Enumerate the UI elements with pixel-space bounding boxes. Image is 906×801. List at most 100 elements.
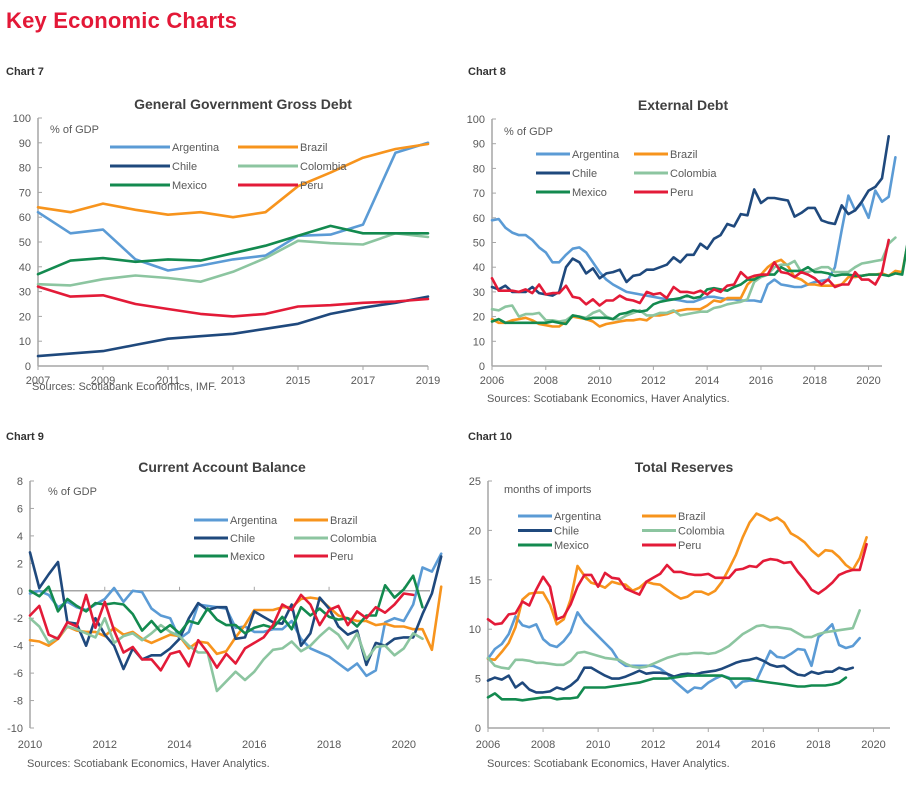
series-line-peru — [36, 285, 430, 318]
series-line-chile — [36, 295, 430, 358]
y-tick-label: 15 — [469, 575, 481, 587]
chart-title: General Government Gross Debt — [134, 96, 352, 112]
x-tick-label: 2016 — [749, 375, 773, 387]
series-line-peru — [490, 238, 890, 307]
y-tick-label: 30 — [19, 287, 31, 299]
y-tick-label: 50 — [19, 237, 31, 249]
x-tick-label: 2017 — [351, 375, 375, 387]
x-tick-label: 2019 — [416, 375, 440, 387]
legend-label-colombia: Colombia — [300, 161, 347, 173]
x-tick-label: 2012 — [641, 375, 665, 387]
x-tick-label: 2013 — [221, 375, 245, 387]
legend-label-peru: Peru — [670, 187, 693, 199]
series-line-mexico — [36, 224, 430, 276]
legend-label-peru: Peru — [330, 551, 353, 563]
series-line-colombia — [486, 609, 861, 670]
y-tick-label: -8 — [13, 696, 23, 708]
unit-label: % of GDP — [504, 126, 553, 138]
y-tick-label: 40 — [473, 262, 485, 274]
x-tick-label: 2010 — [586, 739, 610, 751]
legend-label-brazil: Brazil — [330, 515, 358, 527]
series-line-argentina — [36, 141, 430, 272]
legend-label-chile: Chile — [554, 526, 579, 538]
x-tick-label: 2018 — [803, 375, 827, 387]
y-tick-label: 40 — [19, 262, 31, 274]
y-tick-label: 80 — [473, 163, 485, 175]
series-line-mexico — [486, 674, 848, 702]
y-tick-label: -2 — [13, 613, 23, 625]
y-tick-label: 20 — [469, 525, 481, 537]
y-tick-label: 20 — [473, 312, 485, 324]
y-tick-label: 70 — [19, 187, 31, 199]
y-tick-label: 60 — [473, 213, 485, 225]
legend-label-mexico: Mexico — [572, 187, 607, 199]
y-tick-label: 2 — [17, 558, 23, 570]
y-tick-label: 60 — [19, 212, 31, 224]
legend-label-mexico: Mexico — [554, 540, 589, 552]
page-title: Key Economic Charts — [6, 8, 238, 33]
legend-label-brazil: Brazil — [300, 142, 328, 154]
series-line-brazil — [486, 512, 868, 662]
series-line-argentina — [486, 611, 861, 694]
x-tick-label: 2014 — [167, 739, 191, 751]
x-tick-label: 2016 — [751, 739, 775, 751]
y-tick-label: 25 — [469, 476, 481, 488]
x-tick-label: 2016 — [242, 739, 266, 751]
x-tick-label: 2010 — [587, 375, 611, 387]
chart8: External Debt % of GDP 0 10 20 30 40 50 60 70 80 90… — [467, 97, 906, 405]
series-line-peru — [486, 542, 868, 626]
x-tick-label: 2012 — [641, 739, 665, 751]
series-line-colombia — [36, 232, 430, 287]
y-tick-label: 90 — [473, 139, 485, 151]
unit-label: % of GDP — [48, 486, 97, 498]
chart7: General Government Gross Debt % of GDP 0 10… — [13, 96, 441, 393]
y-tick-label: -10 — [7, 723, 23, 735]
chart-source: Sources: Scotiabank Economics, Haver Ana… — [487, 758, 730, 770]
y-tick-label: 10 — [19, 336, 31, 348]
legend-label-chile: Chile — [230, 533, 255, 545]
y-tick-label: 6 — [17, 503, 23, 515]
x-tick-label: 2020 — [392, 739, 416, 751]
chart-source: Sources: Scotiabank Economics, Haver Ana… — [27, 758, 270, 770]
chart-title: Current Account Balance — [138, 459, 306, 475]
x-tick-label: 2008 — [531, 739, 555, 751]
unit-label: months of imports — [504, 484, 592, 496]
y-tick-label: 20 — [19, 311, 31, 323]
x-tick-label: 2014 — [696, 739, 720, 751]
legend-label-chile: Chile — [572, 168, 597, 180]
x-tick-label: 2012 — [93, 739, 117, 751]
y-tick-label: 30 — [473, 287, 485, 299]
legend-label-colombia: Colombia — [330, 533, 377, 545]
unit-label: % of GDP — [50, 124, 99, 136]
y-tick-label: 10 — [473, 336, 485, 348]
y-tick-label: 100 — [467, 114, 485, 126]
y-tick-label: 0 — [479, 361, 485, 373]
x-tick-label: 2007 — [26, 375, 50, 387]
series-line-mexico — [490, 244, 906, 326]
y-tick-label: -6 — [13, 668, 23, 680]
series-line-brazil — [36, 142, 430, 219]
chart-7-label: Chart 7 — [6, 66, 44, 78]
legend-label-argentina: Argentina — [230, 515, 278, 527]
x-tick-label: 2008 — [534, 375, 558, 387]
y-tick-label: 10 — [469, 624, 481, 636]
legend-label-chile: Chile — [172, 161, 197, 173]
y-tick-label: 100 — [13, 113, 31, 125]
y-tick-label: 50 — [473, 238, 485, 250]
chart-source: Sources: Scotiabank Economics, Haver Ana… — [487, 393, 730, 405]
legend-label-mexico: Mexico — [230, 551, 265, 563]
x-tick-label: 2020 — [861, 739, 885, 751]
legend-label-colombia: Colombia — [678, 526, 725, 538]
chart-8-label: Chart 8 — [468, 66, 506, 78]
chart9: Current Account Balance % of GDP -10 -8 -6 -4… — [7, 459, 443, 770]
x-tick-label: 2011 — [156, 375, 180, 387]
chart-10-label: Chart 10 — [468, 431, 513, 443]
y-tick-label: 8 — [17, 476, 23, 488]
y-tick-label: 80 — [19, 163, 31, 175]
x-tick-label: 2010 — [18, 739, 42, 751]
y-tick-label: 0 — [25, 361, 31, 373]
y-tick-label: 70 — [473, 188, 485, 200]
legend-label-brazil: Brazil — [678, 511, 706, 523]
